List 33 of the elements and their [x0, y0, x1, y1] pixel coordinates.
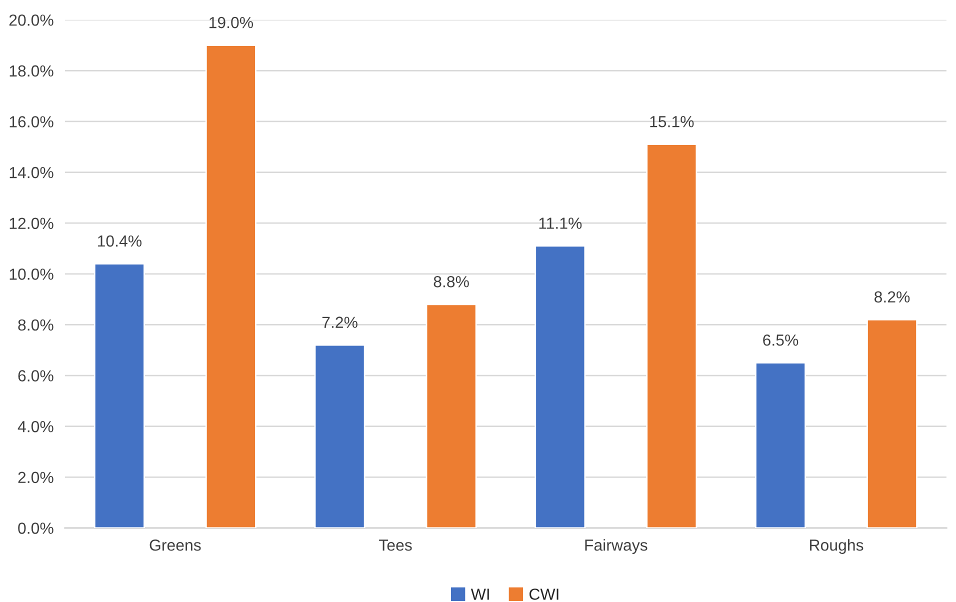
data-label: 19.0% — [210, 16, 254, 28]
y-tick-label: 4.0% — [18, 420, 54, 432]
bar — [755, 362, 806, 528]
y-tick-label: 8.0% — [18, 319, 54, 331]
x-tick-label: Roughs — [810, 539, 864, 554]
data-label: 10.4% — [98, 235, 142, 247]
x-tick-label: Fairways — [585, 539, 648, 554]
y-tick-label: 0.0% — [18, 522, 54, 534]
x-tick-label: Greens — [150, 539, 201, 551]
legend-label: CWI — [530, 588, 558, 600]
legend-label: WI — [470, 588, 489, 600]
data-label: 11.1% — [539, 218, 582, 229]
y-tick-label: 14.0% — [10, 166, 54, 178]
bar — [205, 44, 256, 528]
y-tick-label: 10.0% — [10, 268, 54, 280]
x-tick-label: Tees — [379, 540, 412, 551]
y-tick-label: 20.0% — [9, 14, 54, 26]
bar — [426, 304, 477, 528]
bar — [94, 263, 145, 528]
data-label: 7.2% — [322, 316, 358, 328]
y-tick-label: 2.0% — [18, 472, 54, 484]
y-tick-label: 16.0% — [10, 116, 54, 128]
bar — [646, 144, 698, 528]
data-label: 8.2% — [874, 291, 910, 303]
bar — [534, 245, 586, 528]
data-label: 15.1% — [650, 116, 694, 128]
y-tick-label: 6.0% — [18, 370, 54, 382]
y-tick-label: 18.0% — [10, 65, 54, 77]
bar — [314, 344, 366, 528]
y-tick-label: 12.0% — [10, 218, 54, 230]
data-label: 8.8% — [434, 276, 469, 288]
data-label: 6.5% — [763, 334, 798, 346]
bar — [866, 318, 918, 528]
